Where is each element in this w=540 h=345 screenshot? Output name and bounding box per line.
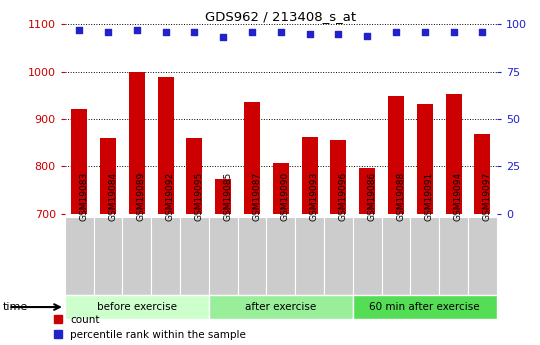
Text: GSM19093: GSM19093	[309, 172, 319, 221]
Bar	[410, 217, 439, 295]
Bar	[129, 71, 145, 214]
Bar	[295, 217, 324, 295]
Point	[392, 29, 400, 34]
Bar	[244, 102, 260, 214]
Text: GSM19086: GSM19086	[367, 172, 376, 221]
Bar	[209, 217, 238, 295]
Point	[132, 27, 141, 32]
Point	[161, 29, 170, 34]
Bar	[446, 94, 462, 214]
Text: before exercise: before exercise	[97, 302, 177, 312]
Bar	[353, 295, 497, 319]
Point	[305, 31, 314, 36]
Point	[334, 31, 343, 36]
Bar	[468, 217, 497, 295]
Text: GSM19091: GSM19091	[425, 172, 434, 221]
Text: GSM19094: GSM19094	[454, 172, 463, 221]
Bar	[302, 137, 318, 214]
Point	[190, 29, 199, 34]
Bar	[65, 295, 209, 319]
Bar	[180, 217, 209, 295]
Bar	[209, 295, 353, 319]
Bar	[388, 96, 404, 214]
Point	[219, 35, 227, 40]
Text: GSM19089: GSM19089	[137, 172, 146, 221]
Bar	[417, 104, 433, 214]
Bar	[324, 217, 353, 295]
Text: time: time	[3, 302, 28, 312]
Point	[75, 27, 84, 32]
Bar	[158, 77, 173, 214]
Text: GSM19096: GSM19096	[339, 172, 347, 221]
Point	[248, 29, 256, 34]
Bar	[71, 109, 87, 214]
Bar	[353, 217, 382, 295]
Legend: count, percentile rank within the sample: count, percentile rank within the sample	[54, 315, 246, 340]
Point	[449, 29, 458, 34]
Bar	[273, 162, 289, 214]
Text: GSM19092: GSM19092	[166, 172, 174, 221]
Bar	[238, 217, 266, 295]
Text: GSM19095: GSM19095	[194, 172, 204, 221]
Bar	[123, 217, 151, 295]
Bar	[186, 138, 202, 214]
Bar	[330, 140, 346, 214]
Title: GDS962 / 213408_s_at: GDS962 / 213408_s_at	[205, 10, 356, 23]
Bar	[475, 134, 490, 214]
Bar	[215, 179, 231, 214]
Text: GSM19084: GSM19084	[108, 172, 117, 221]
Point	[421, 29, 429, 34]
Point	[363, 33, 372, 38]
Point	[276, 29, 285, 34]
Text: GSM19088: GSM19088	[396, 172, 405, 221]
Text: GSM19097: GSM19097	[482, 172, 491, 221]
Bar	[382, 217, 410, 295]
Bar	[359, 168, 375, 214]
Bar	[65, 217, 93, 295]
Text: GSM19083: GSM19083	[79, 172, 88, 221]
Bar	[93, 217, 123, 295]
Text: 60 min after exercise: 60 min after exercise	[369, 302, 480, 312]
Text: after exercise: after exercise	[245, 302, 316, 312]
Bar	[266, 217, 295, 295]
Bar	[151, 217, 180, 295]
Text: GSM19087: GSM19087	[252, 172, 261, 221]
Bar	[439, 217, 468, 295]
Point	[478, 29, 487, 34]
Bar	[100, 138, 116, 214]
Point	[104, 29, 112, 34]
Text: GSM19085: GSM19085	[223, 172, 232, 221]
Text: GSM19090: GSM19090	[281, 172, 290, 221]
